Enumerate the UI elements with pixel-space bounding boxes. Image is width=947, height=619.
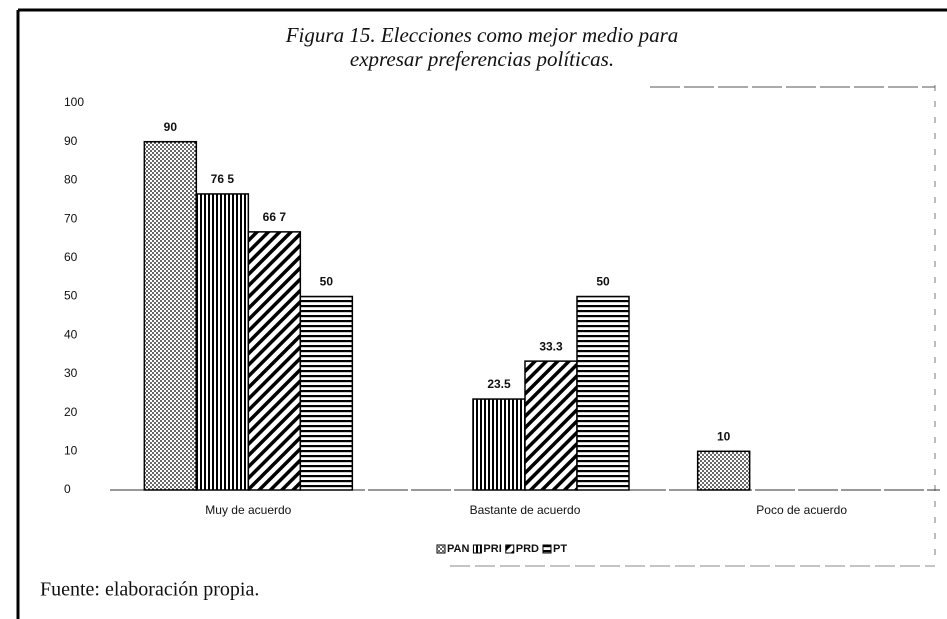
bar (576, 295, 630, 491)
y-tick-label: 0 (64, 482, 71, 496)
x-tick-label: Poco de acuerdo (756, 503, 847, 517)
value-label: 50 (596, 275, 610, 289)
bar (696, 450, 751, 491)
y-tick-label: 60 (64, 250, 78, 264)
legend-swatch (472, 544, 482, 554)
value-label: 50 (320, 275, 334, 289)
value-label: 90 (164, 120, 178, 134)
value-label: 66 7 (263, 210, 287, 224)
y-tick-label: 50 (64, 289, 78, 303)
y-tick-label: 20 (64, 405, 78, 419)
y-tick-label: 40 (64, 327, 78, 341)
value-label: 76 5 (211, 172, 235, 186)
y-tick-label: 80 (64, 173, 78, 187)
source: Fuente: elaboración propia. (40, 579, 259, 601)
value-label: 10 (717, 429, 731, 443)
y-tick-label: 30 (64, 366, 78, 380)
bar (195, 193, 250, 491)
bar (472, 398, 526, 491)
value-label: 33.3 (539, 339, 563, 353)
x-tick-label: Bastante de acuerdo (470, 503, 581, 517)
chart-title: Figura 15. Elecciones como mejor medio p… (285, 23, 679, 47)
y-tick-label: 10 (64, 443, 78, 457)
legend-swatch (436, 544, 446, 554)
legend-label: PT (553, 543, 567, 555)
bar (143, 140, 198, 491)
chart-title: expresar preferencias políticas. (350, 47, 614, 71)
legend-label: PRI (483, 543, 501, 555)
y-tick-label: 90 (64, 134, 78, 148)
legend-swatch (505, 544, 515, 554)
bar (247, 231, 302, 491)
legend-swatch (542, 544, 552, 554)
value-label: 23.5 (487, 377, 511, 391)
x-tick-label: Muy de acuerdo (205, 503, 291, 517)
y-tick-label: 70 (64, 211, 78, 225)
y-tick-label: 100 (64, 95, 84, 109)
legend-label: PRD (516, 543, 539, 555)
bar (524, 360, 578, 491)
legend-label: PAN (447, 543, 469, 555)
bar (299, 295, 354, 491)
